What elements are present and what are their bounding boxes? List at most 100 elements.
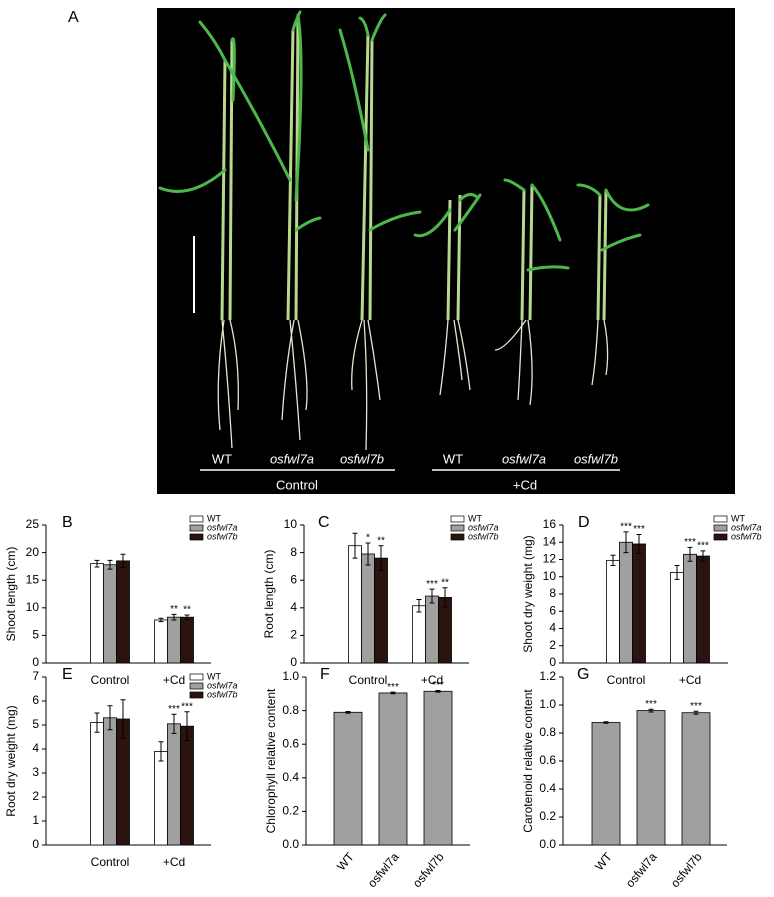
legend-label: WT	[207, 671, 221, 681]
bar	[90, 722, 104, 846]
legend-swatch	[189, 691, 204, 699]
panel-label: A	[68, 9, 79, 26]
y-tick-label: 14	[543, 534, 557, 548]
legend-swatch	[189, 682, 204, 690]
y-tick-label: 0	[290, 655, 297, 669]
y-tick-label: 8	[549, 586, 556, 600]
y-tick-label: 3	[32, 765, 39, 779]
y-axis-label: Chlorophyll relative content	[264, 688, 278, 833]
error-bar	[623, 531, 629, 554]
x-tick-label: WT	[592, 849, 615, 873]
y-tick-label: 8	[290, 545, 297, 559]
y-axis-label: Carotenoid relative content	[521, 689, 535, 833]
photo: WT osfwl7a osfwl7b WT osfwl7a osfwl7b Co…	[157, 8, 735, 494]
bar	[412, 605, 426, 664]
error-bar	[184, 711, 190, 742]
y-tick-label: 2	[32, 789, 39, 803]
bar	[103, 564, 117, 664]
y-axis-label: Shoot dry weight (mg)	[521, 535, 535, 652]
legend-swatch	[713, 515, 728, 523]
bar	[378, 692, 408, 846]
photo-background	[157, 8, 735, 494]
y-tick-label: 0.4	[282, 770, 299, 784]
error-bar	[171, 613, 177, 621]
y-tick-label: 2	[290, 628, 297, 642]
error-bar	[158, 741, 164, 762]
legend-swatch	[450, 533, 465, 541]
x-tick-label: WT	[334, 849, 357, 873]
significance: **	[441, 577, 449, 588]
y-tick-label: 1.0	[539, 697, 556, 711]
significance: ***	[684, 537, 696, 548]
y-tick-label: 1	[32, 813, 39, 827]
y-tick-label: 16	[543, 517, 557, 531]
bar	[632, 543, 646, 664]
y-tick-label: 0	[549, 655, 556, 669]
legend-swatch	[450, 515, 465, 523]
legend-label: osfwl7a	[468, 522, 499, 532]
bar	[670, 572, 684, 664]
x-tick-label: osfwl7b	[668, 850, 705, 890]
significance: ***	[168, 704, 180, 715]
bar	[636, 710, 666, 846]
genotype-label: osfwl7b	[574, 451, 618, 466]
significance: *	[366, 533, 370, 544]
error-bar	[674, 565, 680, 580]
x-tick-label: +Cd	[679, 673, 701, 687]
panel-label: D	[578, 514, 590, 531]
x-tick-label: osfwl7a	[623, 850, 660, 890]
bar	[425, 595, 439, 664]
error-bar	[352, 532, 358, 559]
legend-label: osfwl7b	[468, 531, 499, 541]
y-tick-label: 4	[32, 741, 39, 755]
legend-label: osfwl7a	[207, 680, 238, 690]
x-tick-label: +Cd	[163, 855, 185, 869]
bar	[374, 557, 388, 664]
y-tick-label: 1.0	[282, 669, 299, 683]
legend-label: osfwl7b	[207, 531, 238, 541]
error-bar	[94, 559, 100, 568]
error-bar	[648, 708, 654, 713]
genotype-label: osfwl7a	[270, 451, 314, 466]
legend-swatch	[189, 515, 204, 523]
bar	[167, 723, 181, 846]
x-tick-label: Control	[607, 673, 646, 687]
y-tick-label: 20	[26, 545, 40, 559]
legend-label: WT	[731, 513, 745, 523]
y-tick-label: 10	[26, 600, 40, 614]
bar	[90, 563, 104, 664]
bar	[167, 616, 181, 664]
error-bar	[693, 710, 699, 715]
legend-swatch	[713, 524, 728, 532]
bar	[180, 725, 194, 846]
legend-label: osfwl7b	[207, 689, 238, 699]
significance: ***	[426, 579, 438, 590]
bar	[696, 555, 710, 664]
y-tick-label: 0.8	[539, 725, 556, 739]
y-tick-label: 12	[543, 552, 557, 566]
bar	[681, 712, 711, 846]
y-tick-label: 0.0	[539, 837, 556, 851]
y-tick-label: 6	[290, 572, 297, 586]
y-tick-label: 0.4	[539, 781, 556, 795]
error-bar	[610, 554, 616, 567]
bar	[423, 690, 453, 846]
error-bar	[171, 713, 177, 734]
group-label: Control	[276, 477, 318, 492]
error-bar	[107, 559, 113, 570]
error-bar	[416, 599, 422, 613]
bar	[154, 751, 168, 846]
plants	[158, 10, 650, 451]
error-bar	[636, 533, 642, 554]
significance: ***	[633, 524, 645, 535]
error-bar	[435, 689, 441, 693]
genotype-label: WT	[443, 451, 463, 466]
error-bar	[378, 545, 384, 572]
legend-label: osfwl7a	[207, 522, 238, 532]
legend-swatch	[713, 533, 728, 541]
genotype-label: osfwl7b	[340, 451, 384, 466]
bar	[180, 616, 194, 664]
error-bar	[429, 588, 435, 604]
y-tick-label: 0.8	[282, 703, 299, 717]
legend-swatch	[189, 533, 204, 541]
